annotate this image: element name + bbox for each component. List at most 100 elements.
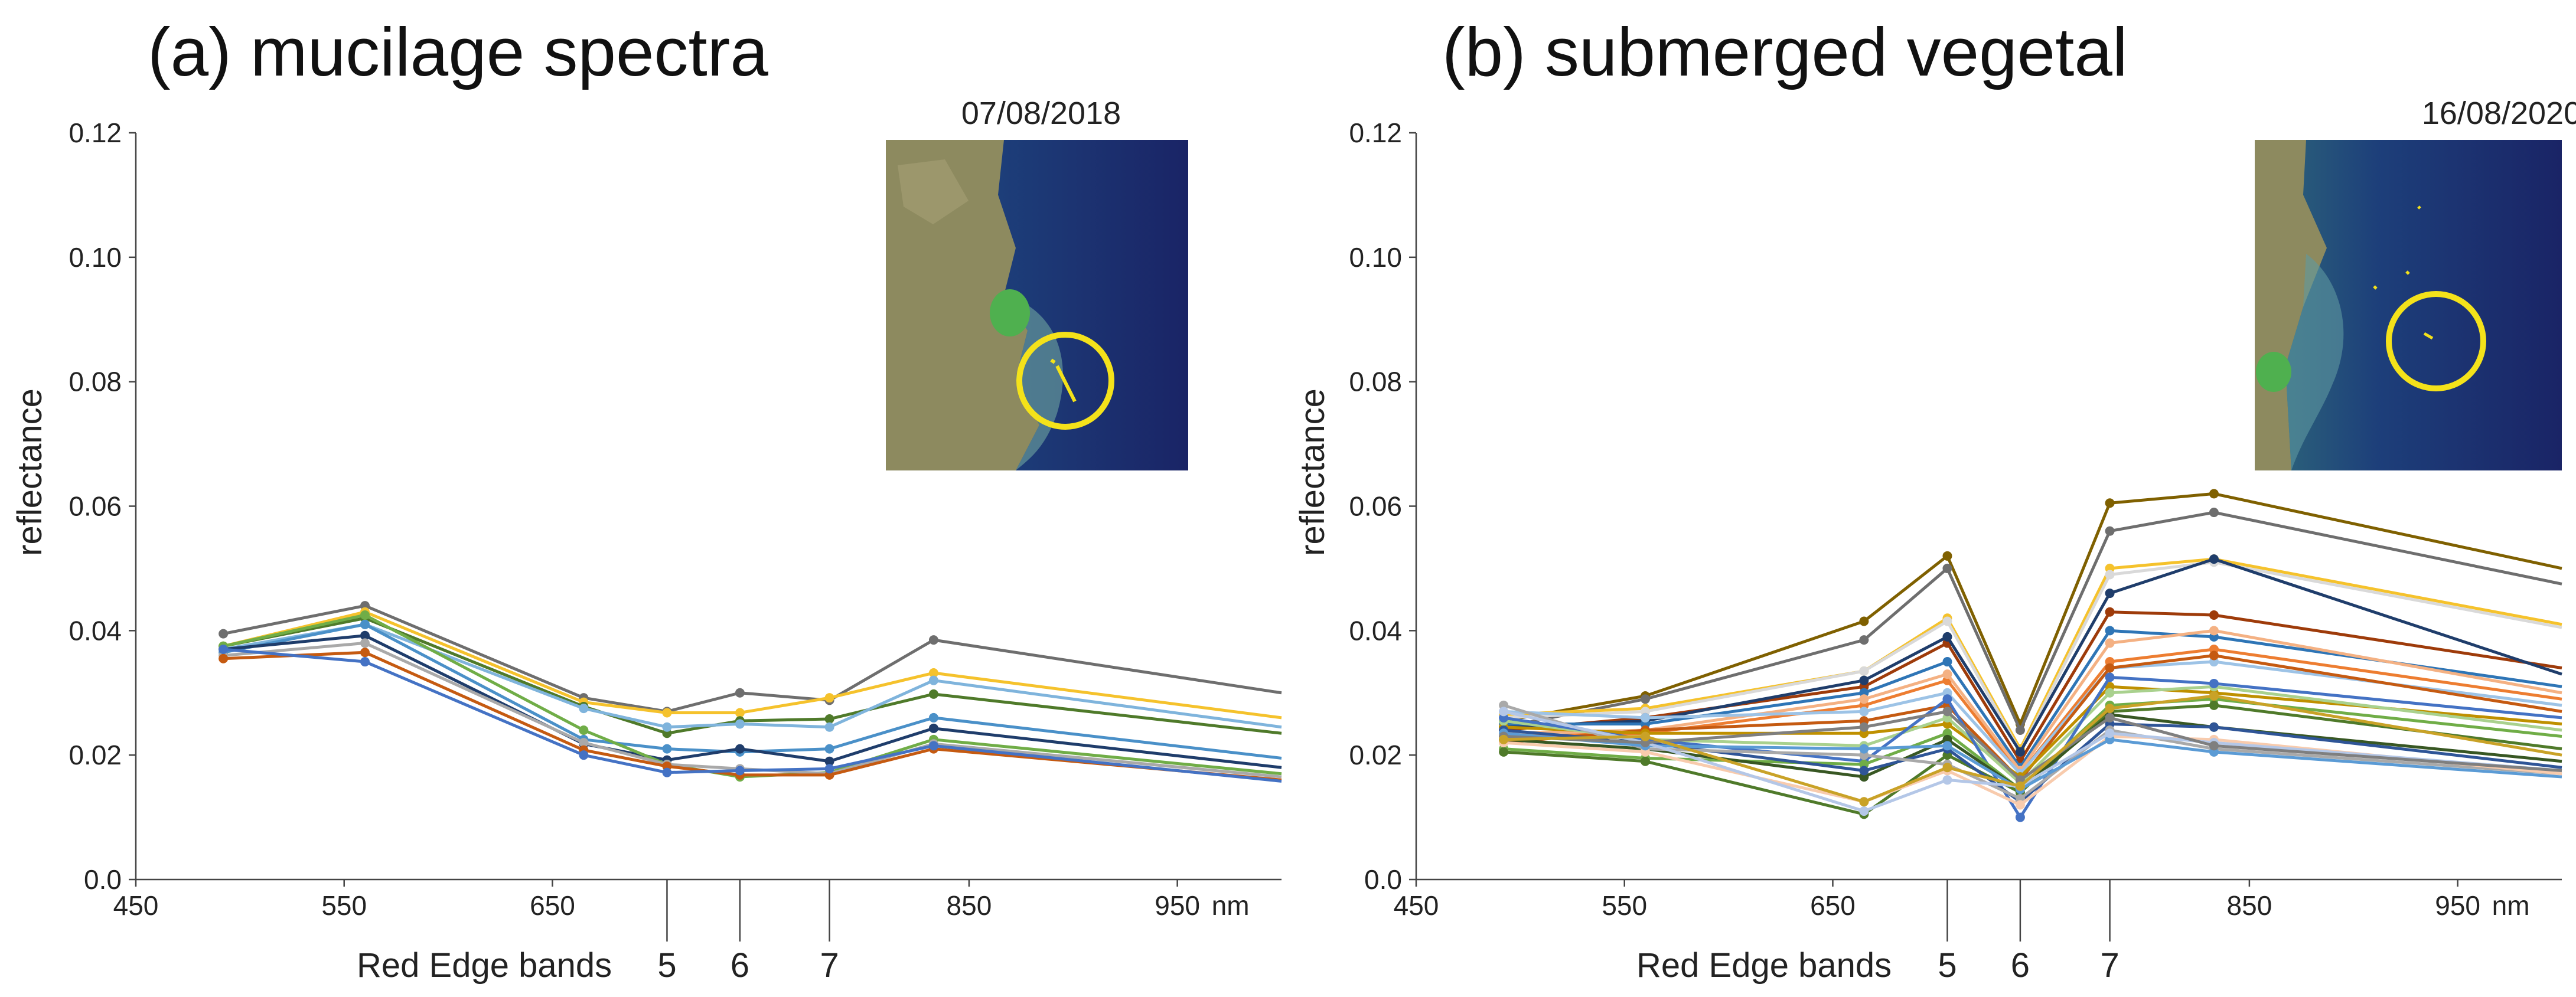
x-tick-label: 550 (1602, 890, 1647, 921)
data-point (1859, 666, 1869, 676)
data-point (1499, 747, 1509, 757)
data-point (824, 714, 834, 724)
data-point (662, 708, 672, 718)
x-unit-label: nm (2492, 890, 2530, 921)
data-point (219, 629, 229, 639)
data-point (2105, 589, 2115, 599)
y-tick-label: 0.02 (69, 740, 122, 770)
data-point (579, 704, 589, 714)
data-point (1942, 657, 1952, 667)
inset-green-area (2256, 352, 2291, 392)
x-tick-label: 850 (2227, 890, 2272, 921)
inset-satellite-map-a: 07/08/2018 (886, 96, 1188, 470)
data-point (824, 744, 834, 754)
data-point (2105, 672, 2115, 682)
data-point (1859, 806, 1869, 816)
x-tick-label: 650 (1810, 890, 1856, 921)
data-point (1942, 741, 1952, 751)
chart-title: (a) mucilage spectra (148, 14, 768, 90)
data-point (928, 635, 938, 645)
x-tick-label: 450 (113, 890, 159, 921)
data-point (1942, 763, 1952, 773)
data-point (1859, 675, 1869, 685)
series-line (223, 616, 1282, 735)
inset-highlight-circle (1016, 332, 1114, 430)
x-tick-label: 650 (530, 890, 575, 921)
data-point (1942, 563, 1952, 573)
y-tick-label: 0.10 (69, 242, 122, 273)
data-point (2209, 741, 2219, 751)
data-point (1942, 616, 1952, 626)
data-point (2015, 800, 2025, 810)
y-tick-label: 0.12 (1349, 117, 1402, 148)
y-tick-label: 0.02 (1349, 740, 1402, 770)
data-point (1859, 744, 1869, 754)
data-point (360, 638, 370, 648)
band-label: 6 (731, 946, 749, 985)
data-point (2015, 725, 2025, 735)
band-label: 6 (2011, 946, 2030, 985)
data-point (219, 644, 229, 654)
data-point (735, 708, 745, 718)
data-point (2209, 489, 2219, 499)
series-line (1504, 660, 2562, 776)
data-point (1859, 797, 1869, 807)
x-tick-label: 850 (947, 890, 992, 921)
inset-plume (2285, 254, 2344, 470)
series-line (223, 634, 1282, 769)
x-tick-label: 450 (1394, 890, 1439, 921)
y-tick-label: 0.08 (69, 367, 122, 397)
inset-mucilage-marks (1050, 358, 1077, 403)
data-point (735, 719, 745, 729)
data-point (928, 712, 938, 723)
y-tick-label: 0.08 (1349, 367, 1402, 397)
data-point (735, 744, 745, 754)
y-tick-label: 0.12 (69, 117, 122, 148)
y-axis-label: reflectance (11, 388, 49, 556)
series-line (1503, 511, 2562, 732)
data-point (824, 722, 834, 732)
plot-area-b: 0.0 0.02 0.04 0.06 0.08 0.10 0.12 450 550 650 850 9… (1349, 117, 2562, 985)
data-point (2209, 508, 2219, 518)
data-point (662, 744, 672, 754)
y-tick-label: 0.06 (69, 491, 122, 522)
data-point (662, 722, 672, 732)
data-point (824, 764, 834, 774)
data-point (1641, 756, 1650, 766)
data-point (360, 619, 370, 629)
data-point (579, 750, 589, 760)
data-point (1942, 694, 1952, 704)
data-point (1499, 734, 1509, 744)
series-line (223, 623, 1282, 760)
data-point (2015, 812, 2025, 822)
data-point (2105, 704, 2115, 714)
data-point (360, 630, 370, 640)
data-point (928, 668, 938, 678)
data-point (735, 766, 745, 776)
inset-satellite-map-b: 16/08/2020 (2255, 96, 2576, 470)
y-tick-label: 0.10 (1349, 242, 1402, 273)
plot-area-a: 0.0 0.02 0.04 0.06 0.08 0.10 0.12 450 550 650 850 9… (69, 117, 1282, 985)
inset-vegetal-marks (2373, 205, 2434, 340)
series-line (1504, 694, 2562, 803)
inset-land-patch (898, 159, 969, 224)
data-point (1641, 731, 1650, 741)
inset-land (886, 140, 1039, 470)
data-point (360, 657, 370, 667)
series-line (1503, 654, 2562, 782)
data-point (2209, 650, 2219, 661)
data-point (2015, 747, 2025, 757)
band-label: 7 (820, 946, 839, 985)
data-point (735, 688, 745, 698)
data-point (360, 648, 370, 658)
data-point (219, 653, 229, 663)
y-tick-label: 0.0 (1364, 864, 1402, 895)
x-axis-label: Red Edge bands (357, 946, 612, 985)
inset-date: 07/08/2018 (961, 96, 1121, 131)
series-line (223, 610, 1282, 720)
x-tick-label: 950 (2435, 890, 2480, 921)
data-point (928, 689, 938, 699)
y-tick-label: 0.04 (69, 615, 122, 646)
data-point (1859, 694, 1869, 704)
